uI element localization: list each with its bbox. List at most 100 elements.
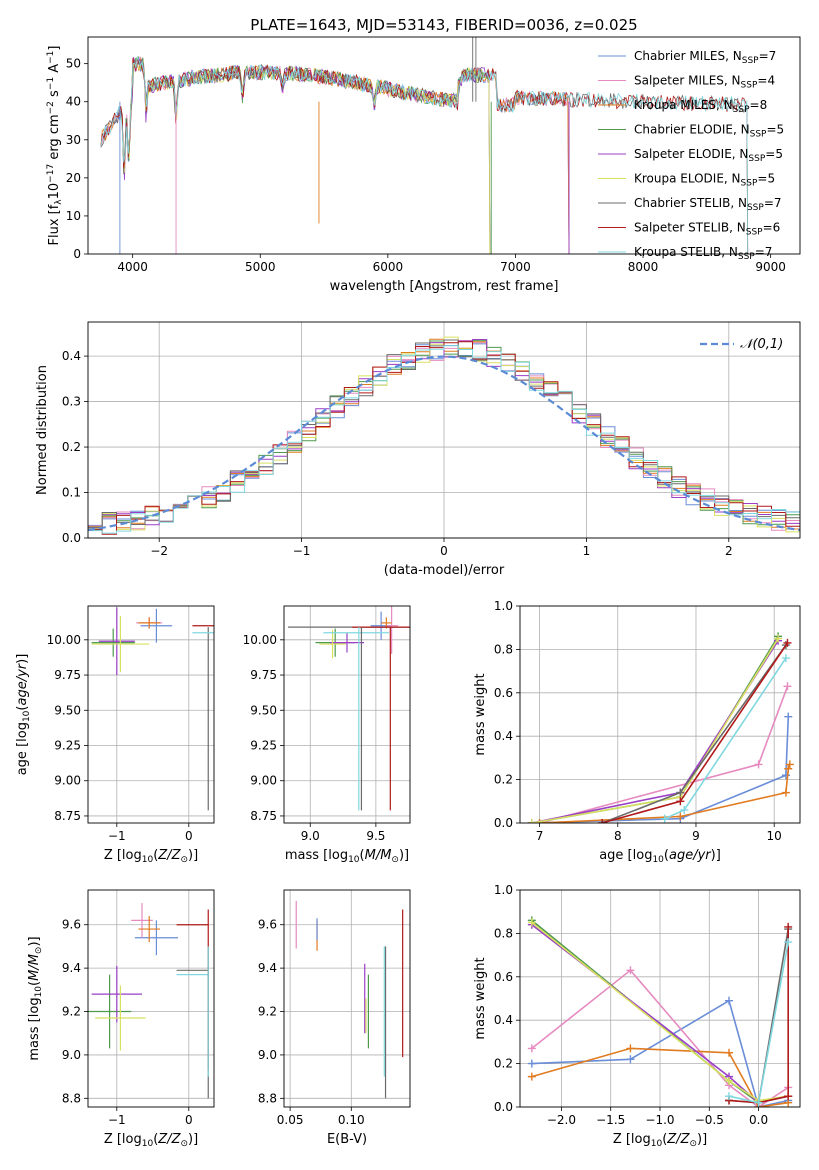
x-tick-label: 7 (536, 829, 544, 843)
series-marker (781, 771, 790, 780)
series-marker (527, 1072, 536, 1081)
y-tick-label: 0.4 (62, 349, 81, 363)
y-tick-label: 0 (73, 247, 81, 261)
series-marker (754, 760, 763, 769)
legend-label: Kroupa STELIB, NSSP=7 (634, 245, 772, 262)
y-tick-label: 0.4 (494, 1013, 513, 1027)
y-axis-label: mass [log10(M/M⊙)] (27, 936, 44, 1060)
plot-frame (87, 889, 215, 1108)
plot-frame (87, 321, 801, 539)
y-tick-label: 0.0 (494, 1100, 513, 1114)
series-marker (774, 634, 783, 643)
histogram-step (88, 339, 800, 529)
x-tick-label: 0 (185, 829, 193, 843)
chart-mass_weight_vs_Z: −2.0 −1.5 −1.0 −0.5 0.0 0.0 0.2 0.4 0.6 0.8 1.0 Z [… (473, 883, 801, 1149)
x-tick-label: 8000 (628, 260, 659, 274)
normal-curve (88, 355, 800, 532)
legend-label: Salpeter MILES, NSSP=4 (634, 74, 775, 91)
x-tick-label: 4000 (117, 260, 148, 274)
y-tick-label: 9.00 (54, 774, 81, 788)
series-marker (781, 654, 790, 663)
y-tick-label: 9.50 (54, 703, 81, 717)
x-axis-label: Z [log10(Z/Z⊙)] (613, 1132, 707, 1149)
legend-label: Chabrier ELODIE, NSSP=5 (634, 123, 784, 140)
series-marker (784, 764, 793, 773)
x-tick-label: −0.5 (695, 1113, 724, 1127)
series-marker (535, 819, 544, 823)
chart-mass_weight_vs_age: 7 8 9 10 0.0 0.2 0.4 0.6 0.8 1.0 age [log10(age/yr… (473, 599, 801, 865)
x-tick-label: −1 (108, 1113, 126, 1127)
x-tick-label: 2 (725, 544, 733, 558)
x-tick-label: 9.5 (366, 829, 385, 843)
y-tick-label: 8.75 (250, 809, 277, 823)
plot-frame (283, 605, 411, 824)
legend-label: Salpeter ELODIE, NSSP=5 (634, 147, 783, 164)
series-marker (626, 1044, 635, 1053)
y-tick-label: 0.1 (62, 486, 81, 500)
series-marker (784, 938, 793, 947)
y-tick-label: 10.00 (47, 633, 81, 647)
x-tick-label: 7000 (500, 260, 531, 274)
spectrum-line (100, 57, 749, 254)
series-marker (527, 819, 536, 823)
y-tick-label: 0.8 (494, 926, 513, 940)
x-tick-label: 5000 (245, 260, 276, 274)
x-axis-label: mass [log10(M/M⊙)] (285, 848, 409, 865)
x-tick-label: 0.0 (749, 1113, 768, 1127)
legend: Chabrier MILES, NSSP=7 Salpeter MILES, NS… (598, 49, 784, 262)
y-tick-label: 0.0 (494, 816, 513, 830)
y-tick-label: 30 (66, 133, 81, 147)
chart-age_vs_mass: 9.0 9.5 8.75 9.00 9.25 9.50 9.75 10.00 mass [log… (243, 605, 411, 865)
y-tick-label: 9.00 (250, 774, 277, 788)
chart-mass_vs_ebv: 0.05 0.10 8.8 9.0 9.2 9.4 9.6 E(B-V) (258, 889, 411, 1147)
y-tick-label: 20 (66, 171, 81, 185)
y-tick-label: 9.75 (250, 668, 277, 682)
x-tick-label: −1 (293, 544, 311, 558)
y-tick-label: 9.50 (250, 703, 277, 717)
series-marker (725, 1092, 734, 1101)
y-tick-label: 1.0 (494, 883, 513, 897)
series-marker (626, 1055, 635, 1064)
x-tick-label: 6000 (373, 260, 404, 274)
y-tick-label: 0.6 (494, 970, 513, 984)
y-axis-label: Normed distribution (35, 365, 50, 495)
plot-frame (87, 36, 801, 255)
x-tick-label: −1.0 (645, 1113, 674, 1127)
series-marker (527, 1044, 536, 1053)
y-tick-label: 0.2 (494, 1057, 513, 1071)
x-axis-label: Z [log10(Z/Z⊙)] (104, 848, 198, 865)
series-marker (783, 682, 792, 691)
x-tick-label: 0.10 (338, 1113, 365, 1127)
x-axis-label: age [log10(age/yr)] (599, 848, 721, 865)
series-marker (725, 996, 734, 1005)
y-axis-label: Flux [fλ10−17 erg cm−2 s−1 A−1] (46, 46, 64, 246)
x-axis-label: Z [log10(Z/Z⊙)] (104, 1132, 198, 1149)
chart-residuals: −2 −1 0 1 2 0.0 0.1 0.2 0.3 0.4 (data-model)/error… (35, 321, 801, 578)
legend-label: 𝒩(0,1) (740, 337, 783, 352)
spectrum-line (100, 56, 570, 254)
y-tick-label: 50 (66, 57, 81, 71)
y-tick-label: 40 (66, 95, 81, 109)
series-marker (784, 712, 793, 721)
y-tick-label: 9.6 (258, 918, 277, 932)
spectrum-line (119, 56, 491, 254)
legend-label: Chabrier STELIB, NSSP=7 (634, 196, 782, 213)
chart-mass_vs_Z: −1 0 8.8 9.0 9.2 9.4 9.6 Z [log10(Z/Z⊙)] mass [l… (27, 889, 215, 1149)
y-tick-label: 0.2 (494, 773, 513, 787)
x-tick-label: 1 (583, 544, 591, 558)
y-tick-label: 10 (66, 209, 81, 223)
x-tick-label: −1 (108, 829, 126, 843)
x-tick-label: 0.05 (277, 1113, 304, 1127)
series-line (531, 921, 789, 1102)
y-tick-label: 9.75 (54, 668, 81, 682)
series-marker (781, 788, 790, 797)
plot-frame (519, 605, 801, 824)
series-marker (527, 918, 536, 927)
y-tick-label: 9.4 (258, 961, 277, 975)
chart-spectrum: 4000 5000 6000 7000 8000 9000 0 10 20 30 40 50 wavel… (46, 36, 801, 294)
series-line (531, 640, 779, 823)
y-tick-label: 9.25 (54, 739, 81, 753)
y-tick-label: 8.8 (62, 1091, 81, 1105)
x-axis-label: wavelength [Angstrom, rest frame] (330, 279, 559, 294)
